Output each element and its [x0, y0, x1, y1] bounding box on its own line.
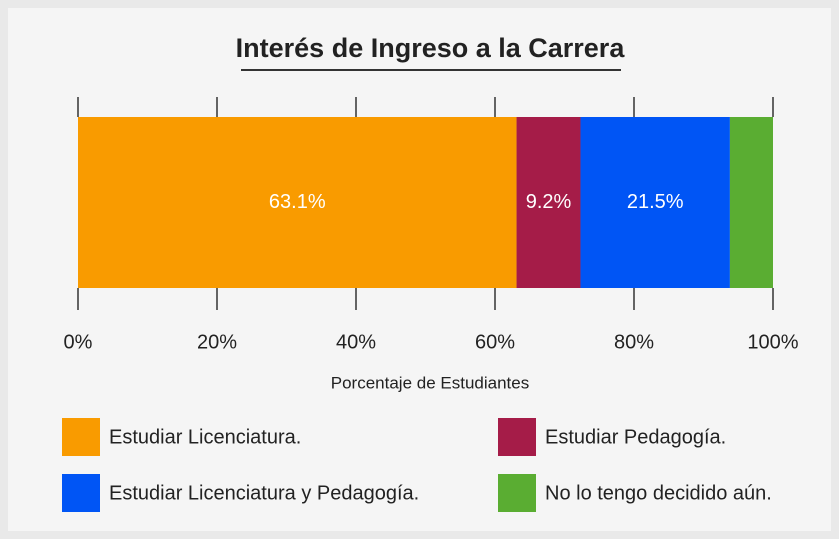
x-tick-label: 60% — [475, 331, 515, 353]
legend-swatch — [498, 474, 536, 512]
bar-segment — [580, 117, 730, 288]
legend-swatch — [62, 474, 100, 512]
bar-segment — [78, 117, 517, 288]
legend-swatch — [498, 418, 536, 456]
legend-label: No lo tengo decidido aún. — [545, 482, 772, 504]
x-tick-label: 0% — [64, 331, 93, 353]
data-label: 63.1% — [269, 191, 326, 213]
data-label: 9.2% — [526, 191, 572, 213]
data-label: 21.5% — [627, 191, 684, 213]
x-tick-label: 40% — [336, 331, 376, 353]
legend-label: Estudiar Pedagogía. — [545, 426, 726, 448]
legend-swatch — [62, 418, 100, 456]
x-tick-label: 20% — [197, 331, 237, 353]
legend-label: Estudiar Licenciatura y Pedagogía. — [109, 482, 419, 504]
x-axis-label: Porcentaje de Estudiantes — [331, 373, 529, 392]
bar-segment — [729, 117, 773, 288]
chart-title: Interés de Ingreso a la Carrera — [236, 33, 626, 63]
x-tick-label: 100% — [747, 331, 798, 353]
bar-segment — [516, 117, 581, 288]
legend-label: Estudiar Licenciatura. — [109, 426, 301, 448]
x-tick-label: 80% — [614, 331, 654, 353]
